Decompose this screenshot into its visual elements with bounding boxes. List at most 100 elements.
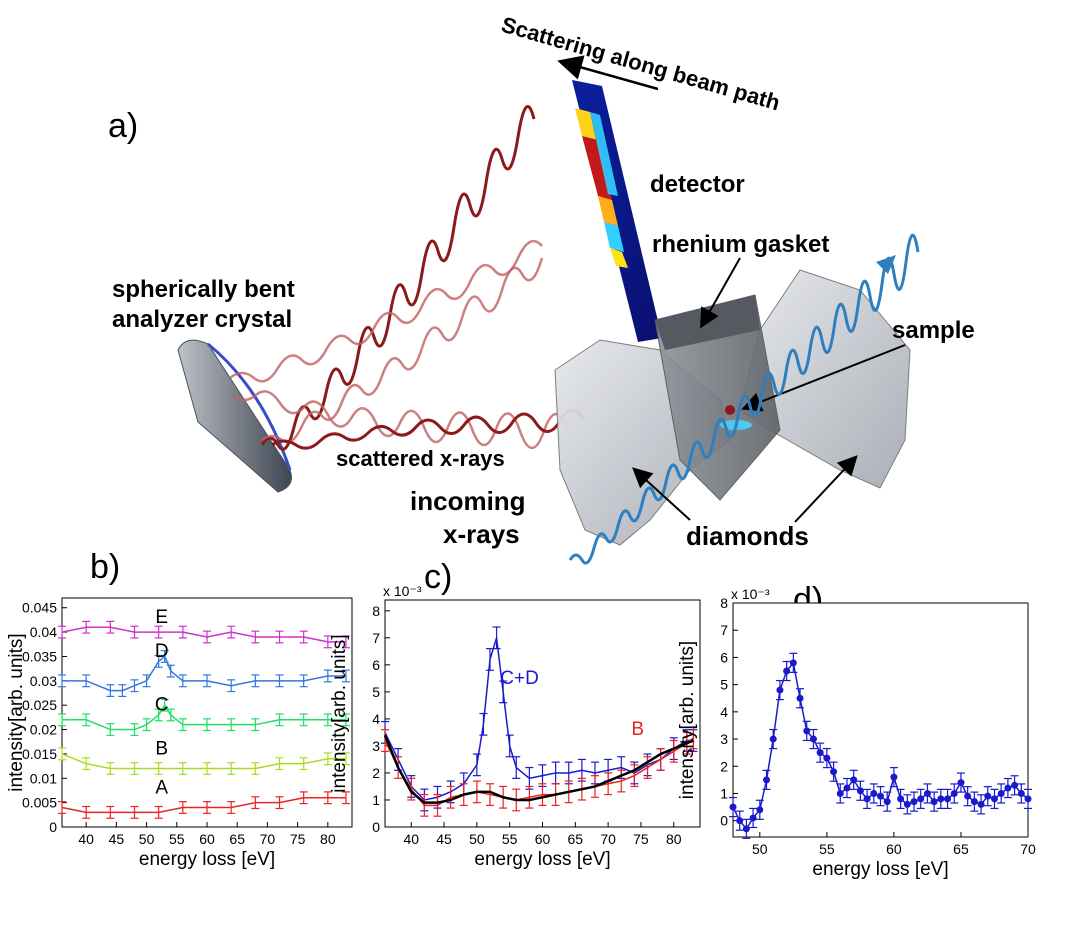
data-point — [756, 806, 764, 814]
data-point — [870, 789, 878, 797]
x-tick-label: 65 — [229, 831, 245, 847]
sample-label: sample — [892, 317, 975, 344]
series-label: E — [155, 607, 168, 628]
x-tick-label: 50 — [469, 831, 485, 847]
data-point — [796, 694, 804, 702]
y-tick-label: 2 — [372, 765, 380, 781]
y-tick-label: 2 — [720, 758, 728, 774]
x-tick-label: 50 — [752, 841, 768, 857]
data-point — [897, 795, 905, 803]
y-tick-label: 4 — [720, 704, 728, 720]
data-point — [1017, 789, 1025, 797]
y-tick-label: 0.025 — [22, 697, 57, 713]
data-point — [923, 789, 931, 797]
data-point — [856, 787, 864, 795]
data-point — [836, 789, 844, 797]
x-axis-title: energy loss [eV] — [812, 859, 948, 880]
data-point — [970, 798, 978, 806]
series-label: D — [155, 641, 169, 662]
y-tick-label: 8 — [372, 603, 380, 619]
series-line — [383, 734, 694, 804]
data-point — [742, 825, 750, 833]
x-tick-label: 60 — [199, 831, 215, 847]
series-label: B — [631, 719, 644, 740]
diamond-anvil-cell — [554, 269, 911, 546]
incoming-arrow-head — [876, 255, 896, 274]
panel-label-a: a) — [108, 107, 138, 145]
series-line — [384, 637, 694, 801]
data-point — [917, 795, 925, 803]
detector-label: detector — [650, 171, 745, 198]
series-label: C+D — [500, 668, 539, 689]
y-tick-label: 0.01 — [30, 770, 57, 786]
x-tick-label: 55 — [169, 831, 185, 847]
axis-multiplier: x 10⁻³ — [383, 583, 422, 599]
x-tick-label: 55 — [819, 841, 835, 857]
y-axis-title: intensity[arb. units] — [677, 641, 698, 799]
y-tick-label: 0.015 — [22, 746, 57, 762]
sample-dot — [725, 405, 735, 415]
data-point — [877, 792, 884, 800]
chart-b: 40 45 50 55 60 65 70 75 80 0 0.005 0.01 0.015 0.02 0.0… — [6, 597, 353, 870]
panel-label-b: b) — [90, 548, 120, 586]
incoming-label-line1: incoming — [410, 486, 526, 516]
series-line — [62, 703, 346, 731]
data-point — [736, 817, 744, 825]
x-tick-label: 75 — [633, 831, 649, 847]
scattering-direction-label: Scattering along beam path — [499, 12, 783, 116]
x-axis-title: energy loss [eV] — [474, 849, 610, 870]
data-point — [977, 800, 985, 808]
x-tick-label: 75 — [290, 831, 306, 847]
x-tick-label: 40 — [78, 831, 94, 847]
diamonds-pointer-right — [794, 455, 858, 523]
y-tick-label: 0 — [49, 819, 57, 835]
scattered-xrays-label: scattered x-rays — [336, 446, 505, 471]
data-point — [984, 792, 992, 800]
data-point — [843, 784, 851, 792]
analyzer-label-line1: spherically bent — [112, 276, 295, 303]
x-tick-label: 65 — [953, 841, 969, 857]
x-tick-label: 60 — [886, 841, 902, 857]
gasket-pointer — [700, 257, 741, 329]
y-tick-label: 0.03 — [30, 673, 57, 689]
incoming-label-line2: x-rays — [443, 519, 520, 549]
y-tick-label: 1 — [720, 785, 728, 801]
data-point — [937, 795, 945, 803]
x-tick-label: 40 — [403, 831, 419, 847]
series-label: B — [155, 739, 168, 760]
y-tick-label: 0.02 — [30, 722, 57, 738]
x-tick-label: 80 — [666, 831, 682, 847]
data-point — [783, 667, 791, 675]
data-point — [823, 754, 831, 762]
y-tick-label: 5 — [720, 677, 728, 693]
panel-a: a) Scattering along beam path detector s… — [108, 12, 975, 565]
data-point — [850, 776, 858, 784]
y-tick-label: 1 — [372, 792, 380, 808]
rhenium-gasket-label: rhenium gasket — [652, 231, 829, 258]
data-point — [1011, 781, 1019, 789]
x-tick-label: 70 — [1020, 841, 1036, 857]
data-point — [890, 773, 898, 781]
data-point — [816, 749, 824, 757]
data-point — [990, 795, 998, 803]
series-label: A — [155, 778, 168, 799]
scattering-direction-arrow — [557, 55, 659, 91]
data-point — [769, 735, 777, 743]
data-point — [903, 800, 911, 808]
data-point — [964, 792, 972, 800]
y-tick-label: 7 — [372, 630, 380, 646]
data-point — [776, 686, 784, 694]
y-tick-label: 3 — [372, 738, 380, 754]
series-label: C — [155, 695, 169, 716]
data-point — [997, 789, 1005, 797]
y-tick-label: 0.045 — [22, 600, 57, 616]
y-tick-label: 0 — [720, 813, 728, 829]
y-tick-label: 4 — [372, 711, 380, 727]
analyzer-label-line2: analyzer crystal — [112, 306, 292, 333]
y-tick-label: 8 — [720, 595, 728, 611]
x-axis-title: energy loss [eV] — [139, 849, 275, 870]
y-tick-label: 0 — [372, 819, 380, 835]
y-tick-label: 6 — [720, 649, 728, 665]
